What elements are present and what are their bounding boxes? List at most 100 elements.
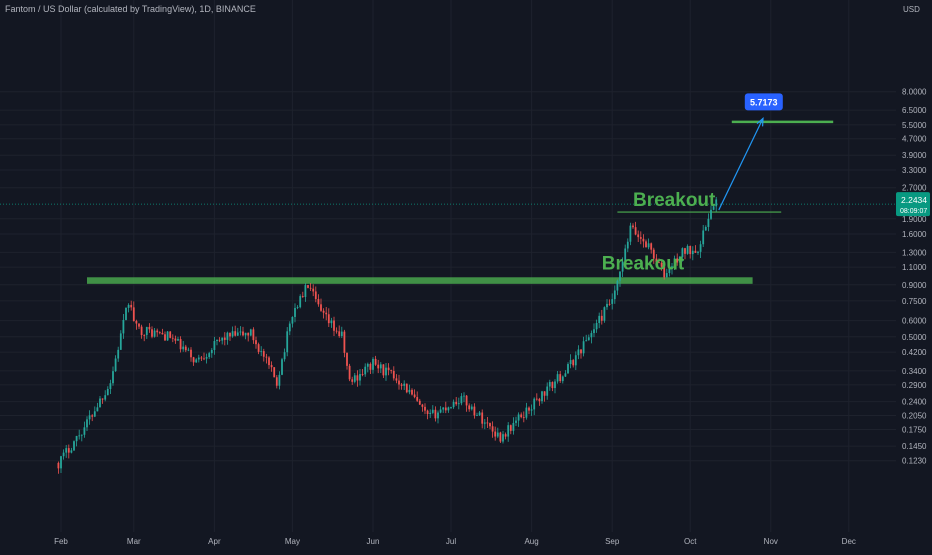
candle-down (143, 335, 146, 336)
candle-up (78, 435, 81, 437)
candle-down (327, 314, 330, 324)
candle-up (278, 374, 281, 386)
x-tick-label: Nov (764, 537, 778, 546)
candle-up (205, 357, 208, 359)
candle-up (283, 352, 286, 360)
candle-down (369, 363, 372, 370)
x-tick-label: Oct (684, 537, 697, 546)
candle-down (57, 462, 60, 469)
candle-up (187, 349, 190, 351)
candle-down (632, 225, 634, 228)
candle-up (574, 355, 577, 366)
candle-up (673, 258, 676, 267)
candle-down (418, 400, 421, 405)
candle-up (533, 398, 536, 410)
currency-label: USD (903, 5, 920, 14)
target-label-text: 5.7173 (750, 97, 778, 107)
candle-down (130, 304, 133, 308)
candle-up (439, 409, 442, 413)
candle-down (273, 367, 276, 378)
candle-up (353, 375, 356, 382)
candle-down (392, 370, 395, 379)
y-tick-label: 1.6000 (902, 230, 927, 239)
candle-up (668, 268, 671, 274)
candles (57, 196, 718, 474)
candle-up (340, 331, 343, 337)
candle-down (465, 395, 468, 406)
candle-down (151, 329, 153, 337)
candle-up (452, 401, 455, 408)
candle-down (301, 296, 304, 297)
candle-down (161, 332, 164, 335)
candle-down (192, 357, 195, 363)
y-tick-label: 1.1000 (902, 263, 927, 272)
candle-down (268, 357, 270, 366)
x-tick-label: Sep (605, 537, 620, 546)
projection-arrow-head (756, 117, 764, 127)
candle-down (184, 346, 187, 351)
candle-down (522, 417, 525, 418)
candle-up (260, 351, 263, 352)
candle-up (686, 246, 689, 254)
candle-up (281, 359, 283, 375)
candle-down (356, 375, 359, 381)
x-tick-label: Feb (54, 537, 68, 546)
candle-down (229, 332, 231, 337)
candle-up (88, 415, 91, 420)
candle-up (502, 434, 504, 442)
candle-up (75, 435, 78, 442)
candle-down (218, 339, 221, 341)
candle-up (60, 456, 62, 469)
candle-down (317, 299, 320, 305)
y-tick-label: 1.9000 (902, 215, 927, 224)
candle-down (265, 356, 268, 358)
candle-down (543, 391, 546, 396)
time-axis[interactable]: Feb Mar Apr May Jun Jul Aug Sep Oct Nov Dec (54, 537, 856, 546)
candle-up (613, 290, 616, 300)
candle-down (309, 287, 312, 289)
candle-up (616, 280, 619, 291)
candle-up (447, 407, 450, 411)
candle-down (343, 331, 346, 353)
candle-up (359, 374, 361, 381)
candle-up (122, 319, 125, 334)
y-tick-label: 0.4200 (902, 348, 927, 357)
y-tick-label: 0.1230 (902, 457, 927, 466)
candle-down (694, 250, 697, 253)
candle-down (348, 365, 351, 380)
candle-down (413, 394, 416, 398)
candle-down (140, 326, 143, 336)
candle-down (652, 249, 655, 259)
candle-down (455, 401, 458, 405)
candle-down (645, 241, 647, 248)
candle-down (91, 415, 94, 417)
candle-down (405, 383, 408, 393)
candle-up (567, 364, 569, 374)
candle-down (320, 304, 322, 311)
candle-up (483, 422, 486, 424)
price-axis[interactable]: 8.0000 6.5000 5.5000 4.7000 3.9000 3.3000 2.70… (902, 88, 927, 466)
candle-up (691, 250, 694, 255)
candle-down (351, 379, 354, 382)
overlays: Breakout Breakout 5.7173 (602, 93, 783, 275)
candle-up (647, 243, 650, 248)
x-tick-label: May (285, 537, 300, 546)
candle-down (663, 266, 666, 278)
candle-up (166, 331, 169, 341)
candle-down (486, 422, 489, 424)
candle-up (182, 346, 185, 350)
candle-down (234, 331, 237, 336)
candle-up (450, 407, 452, 408)
resistance-zone (87, 277, 753, 284)
breakout-annotation: Breakout (633, 190, 716, 211)
candle-down (473, 406, 476, 416)
candle-down (135, 320, 138, 324)
candle-up (478, 412, 481, 416)
candle-down (333, 320, 335, 331)
candle-up (125, 307, 127, 320)
candle-up (104, 395, 107, 400)
candle-down (335, 330, 338, 332)
candle-up (530, 409, 533, 411)
